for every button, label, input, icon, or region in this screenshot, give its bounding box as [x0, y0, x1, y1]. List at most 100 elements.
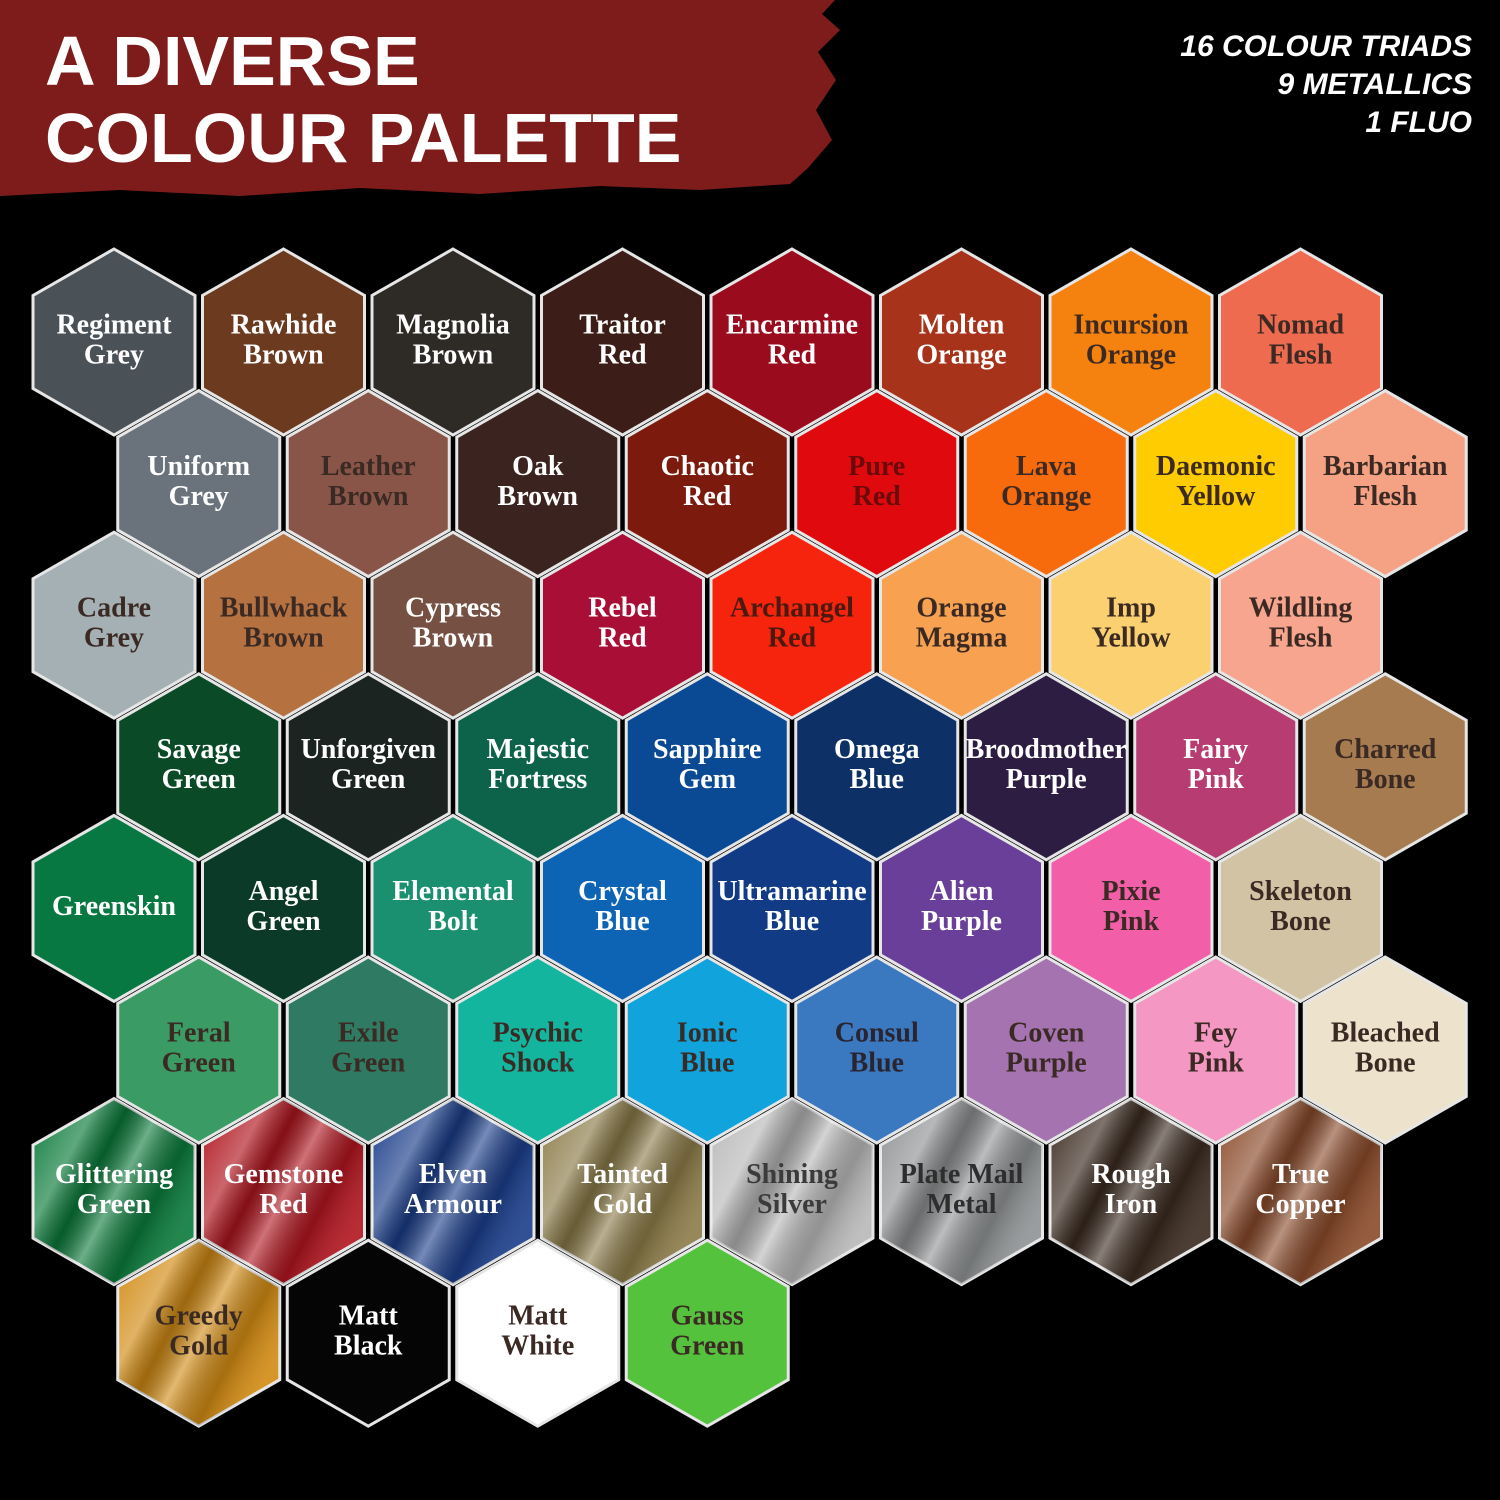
swatch-hex — [1133, 672, 1299, 862]
swatch-label: Psychic — [493, 1017, 583, 1048]
swatch-label: Incursion — [1073, 309, 1189, 340]
swatch-label: Silver — [757, 1189, 827, 1220]
swatch-label: Grey — [169, 481, 229, 512]
swatch-label: Gold — [169, 1331, 229, 1362]
swatch-label: Wildling — [1249, 593, 1353, 624]
swatch-hex — [1133, 388, 1299, 579]
metallic-shine — [33, 1098, 195, 1285]
swatch-label: Red — [683, 481, 732, 512]
swatch-label: Purple — [1006, 1047, 1087, 1078]
swatch-label: Bone — [1355, 764, 1416, 795]
swatch-label: Elven — [419, 1159, 488, 1190]
swatch-hex — [285, 1238, 451, 1428]
swatch-label: Exile — [338, 1017, 399, 1048]
swatch-label: Gemstone — [224, 1159, 344, 1190]
swatch-label: Orange — [916, 593, 1006, 624]
swatch-label: Greedy — [155, 1301, 243, 1332]
swatch-label: Rough — [1091, 1159, 1171, 1190]
metallic-shine — [541, 1098, 704, 1285]
swatch-label: Crystal — [578, 876, 667, 907]
swatch-label: Matt — [508, 1301, 568, 1332]
swatch-label: Red — [768, 339, 817, 370]
swatch-label: Iron — [1105, 1189, 1158, 1220]
swatch-hex — [31, 247, 197, 437]
swatch-label: Glittering — [55, 1159, 173, 1190]
swatch-label: Matt — [339, 1301, 399, 1332]
swatch-hex — [201, 530, 366, 720]
swatch-label: Pure — [848, 451, 905, 482]
swatch-hex — [709, 813, 875, 1004]
swatch-label: Omega — [834, 734, 920, 765]
swatch-label: Brown — [413, 623, 494, 654]
swatch-grid: RegimentGreyRawhideBrownMagnoliaBrownTra… — [31, 247, 1468, 1428]
swatch-label: Gem — [678, 764, 736, 795]
swatch-label: Daemonic — [1156, 451, 1276, 482]
swatch-label: Red — [259, 1189, 308, 1220]
swatch-label: Pink — [1103, 906, 1159, 937]
swatch-hex — [624, 672, 790, 862]
swatch-label: Fey — [1194, 1017, 1238, 1048]
metallic-shine — [711, 1098, 873, 1285]
swatch-label: Broodmother — [966, 734, 1127, 765]
swatch-label: Molten — [919, 309, 1005, 340]
swatch-label: Cypress — [405, 593, 501, 624]
swatch-label: Brown — [328, 481, 409, 512]
swatch-label: True — [1272, 1159, 1329, 1190]
swatch-label: Tainted — [577, 1159, 668, 1190]
swatch-label: Purple — [1006, 764, 1087, 795]
title-banner — [0, 0, 840, 196]
metallic-shine — [1219, 1098, 1382, 1285]
swatch-hex — [116, 388, 282, 579]
swatch-hex — [116, 672, 282, 862]
swatch-hex — [455, 672, 621, 862]
swatch-label: Pink — [1188, 764, 1244, 795]
swatch-hex — [455, 955, 621, 1145]
swatch-label: Feral — [167, 1017, 231, 1048]
swatch-label: Gold — [593, 1189, 653, 1220]
swatch-label: Coven — [1008, 1017, 1085, 1048]
swatch-label: Blue — [595, 906, 649, 937]
swatch-hex — [540, 530, 705, 720]
swatch-label: Green — [331, 764, 406, 795]
swatch-hex — [201, 813, 366, 1004]
swatch-hex — [624, 388, 790, 579]
swatch-hex — [455, 1238, 621, 1428]
swatch-label: Archangel — [730, 593, 854, 624]
swatch-label: Bolt — [428, 906, 478, 937]
swatch-hex — [1218, 247, 1383, 437]
swatch-label: Brown — [413, 339, 494, 370]
swatch-label: Orange — [916, 339, 1006, 370]
swatch-label: Blue — [680, 1047, 734, 1078]
swatch-label: Regiment — [56, 309, 172, 340]
swatch-hex — [624, 1238, 790, 1428]
metallic-shine — [372, 1098, 534, 1285]
swatch-hex — [879, 247, 1044, 437]
swatch-hex — [794, 672, 960, 862]
